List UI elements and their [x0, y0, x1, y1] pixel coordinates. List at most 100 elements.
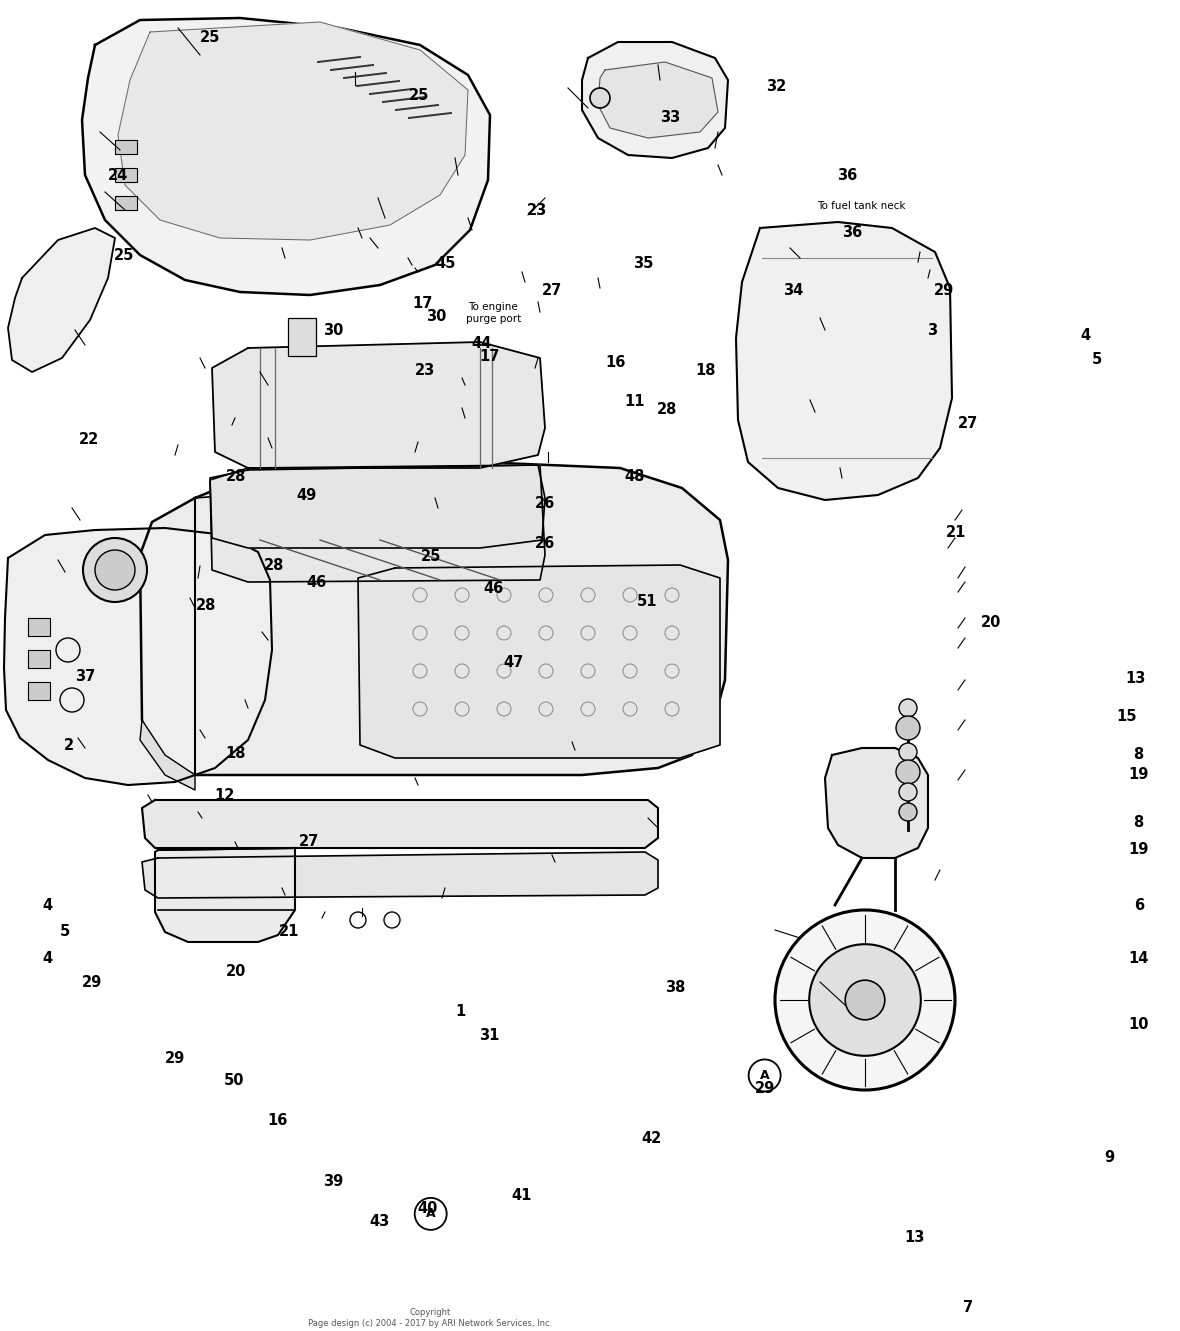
Text: 44: 44 [471, 335, 492, 351]
Circle shape [83, 538, 148, 602]
Text: 5: 5 [60, 924, 70, 940]
Text: 48: 48 [624, 469, 645, 484]
Text: 13: 13 [1125, 671, 1146, 687]
Bar [288, 318, 316, 355]
Polygon shape [210, 465, 545, 582]
Text: 20: 20 [981, 615, 1002, 631]
Text: 46: 46 [483, 580, 504, 596]
Text: 21: 21 [945, 524, 966, 540]
Text: To engine
purge port: To engine purge port [466, 302, 520, 323]
Text: 16: 16 [267, 1113, 288, 1129]
Bar [28, 618, 50, 636]
Circle shape [899, 783, 917, 801]
Text: 8: 8 [1134, 747, 1143, 763]
Text: 23: 23 [526, 202, 548, 218]
Text: 47: 47 [503, 655, 524, 671]
Text: 3: 3 [927, 322, 937, 338]
Text: 18: 18 [225, 745, 247, 761]
Text: 45: 45 [435, 256, 457, 272]
Text: 35: 35 [632, 256, 654, 272]
Text: 24: 24 [107, 168, 129, 184]
Text: 4: 4 [42, 897, 52, 913]
Text: 43: 43 [369, 1214, 391, 1230]
Polygon shape [142, 852, 658, 898]
Text: 29: 29 [81, 974, 103, 990]
Text: 31: 31 [479, 1028, 500, 1044]
Circle shape [845, 980, 885, 1020]
Text: 32: 32 [766, 79, 787, 95]
Circle shape [414, 1198, 447, 1230]
Text: 7: 7 [963, 1299, 972, 1315]
Circle shape [899, 803, 917, 821]
Text: 33: 33 [660, 109, 681, 125]
Text: 14: 14 [1128, 950, 1149, 966]
Polygon shape [140, 462, 728, 775]
Text: 9: 9 [1104, 1150, 1114, 1166]
Text: 12: 12 [214, 788, 235, 804]
Text: 29: 29 [754, 1081, 775, 1097]
Polygon shape [582, 43, 728, 158]
Text: 25: 25 [408, 88, 430, 104]
Text: 41: 41 [511, 1187, 532, 1203]
Text: 4: 4 [42, 950, 52, 966]
Bar [114, 140, 137, 154]
Text: 22: 22 [78, 431, 99, 447]
Text: 36: 36 [841, 225, 863, 241]
Circle shape [96, 550, 135, 590]
Text: 10: 10 [1128, 1017, 1149, 1033]
Bar [114, 168, 137, 182]
Text: 37: 37 [74, 668, 96, 684]
Polygon shape [598, 63, 717, 138]
Polygon shape [4, 528, 273, 785]
Circle shape [896, 716, 920, 740]
Text: 28: 28 [263, 558, 284, 574]
Text: To fuel tank neck: To fuel tank neck [817, 201, 906, 212]
Text: 25: 25 [113, 248, 135, 264]
Bar [114, 196, 137, 210]
Text: 19: 19 [1128, 767, 1149, 783]
Text: 29: 29 [933, 282, 955, 298]
Polygon shape [358, 564, 720, 757]
Text: 28: 28 [656, 402, 677, 418]
Text: 27: 27 [542, 282, 563, 298]
Text: 19: 19 [1128, 841, 1149, 857]
Text: 30: 30 [426, 309, 447, 325]
Circle shape [899, 699, 917, 717]
Polygon shape [736, 222, 952, 500]
Text: 25: 25 [199, 29, 221, 45]
Circle shape [899, 743, 917, 761]
Polygon shape [210, 465, 545, 548]
Text: 8: 8 [1134, 815, 1143, 831]
Text: 40: 40 [417, 1201, 438, 1217]
Text: 23: 23 [414, 362, 435, 378]
Bar [28, 681, 50, 700]
Text: 28: 28 [196, 598, 217, 614]
Text: 27: 27 [957, 415, 978, 431]
Text: 30: 30 [322, 322, 343, 338]
Text: Copyright
Page design (c) 2004 - 2017 by ARI Network Services, Inc.: Copyright Page design (c) 2004 - 2017 by… [308, 1308, 552, 1328]
Circle shape [775, 910, 955, 1090]
Bar [28, 650, 50, 668]
Text: 50: 50 [223, 1073, 244, 1089]
Polygon shape [118, 23, 468, 240]
Circle shape [590, 88, 610, 108]
Text: 39: 39 [322, 1174, 343, 1190]
Text: 25: 25 [420, 548, 441, 564]
Text: A: A [760, 1069, 769, 1082]
Text: 26: 26 [535, 535, 556, 551]
Text: 36: 36 [837, 168, 858, 184]
Text: 4: 4 [1081, 327, 1090, 343]
Text: 42: 42 [641, 1130, 662, 1146]
Text: 5: 5 [1093, 351, 1102, 367]
Text: 20: 20 [225, 964, 247, 980]
Text: 18: 18 [695, 362, 716, 378]
Polygon shape [825, 748, 927, 858]
Text: 2: 2 [64, 737, 73, 753]
Text: 17: 17 [479, 349, 500, 365]
Text: A: A [426, 1207, 435, 1221]
Text: 46: 46 [306, 575, 327, 591]
Text: 17: 17 [412, 295, 433, 311]
Polygon shape [81, 19, 490, 295]
Text: 38: 38 [664, 980, 686, 996]
Polygon shape [212, 342, 545, 469]
